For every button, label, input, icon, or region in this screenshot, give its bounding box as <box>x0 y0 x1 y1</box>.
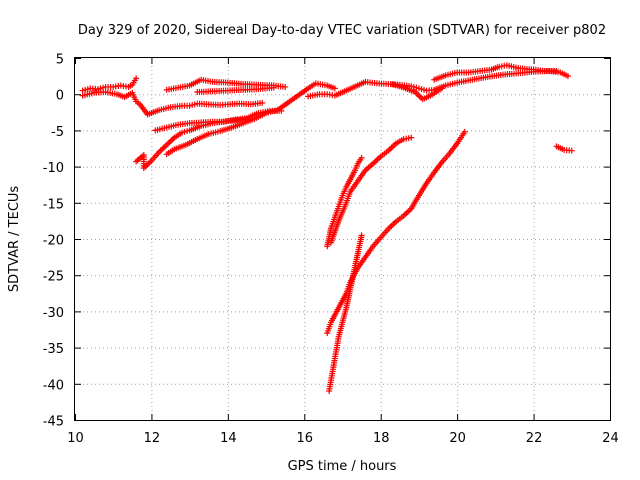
y-tick-label: -35 <box>43 342 64 357</box>
data-point <box>358 232 365 239</box>
y-tick-label: -5 <box>51 125 64 140</box>
data-points <box>79 62 575 395</box>
y-tick-label: 5 <box>56 53 64 68</box>
x-tick-label: 12 <box>144 431 161 446</box>
chart-title: Day 329 of 2020, Sidereal Day-to-day VTE… <box>78 23 606 38</box>
data-point <box>133 75 140 82</box>
x-axis-label: GPS time / hours <box>288 459 397 474</box>
data-point <box>553 68 560 75</box>
x-tick-label: 16 <box>297 431 314 446</box>
x-tick-label: 22 <box>526 431 543 446</box>
y-tick-label: -25 <box>43 270 64 285</box>
y-tick-label: -30 <box>43 306 64 321</box>
x-tick-label: 10 <box>67 431 84 446</box>
data-point <box>282 83 289 90</box>
y-tick-label: -10 <box>43 161 64 176</box>
y-tick-label: 0 <box>56 89 64 104</box>
data-point <box>564 73 571 80</box>
x-tick-label: 14 <box>220 431 237 446</box>
y-tick-label: -45 <box>43 415 64 430</box>
data-point <box>259 99 266 106</box>
x-tick-label: 18 <box>373 431 390 446</box>
ticks: 10 12 14 16 18 20 22 24 5 0 -5 -10 -15 -20 -25 -30 -35 -4… <box>43 53 619 447</box>
x-tick-label: 24 <box>602 431 619 446</box>
y-tick-label: -40 <box>43 378 64 393</box>
y-tick-label: -20 <box>43 234 64 249</box>
y-axis-label: SDTVAR / TECUs <box>7 186 22 293</box>
data-point <box>568 147 575 154</box>
plot-frame <box>74 57 611 421</box>
data-point <box>270 84 277 91</box>
data-point <box>408 134 415 141</box>
data-point <box>331 85 338 92</box>
x-tick-label: 20 <box>449 431 466 446</box>
data-point <box>461 128 468 135</box>
data-point <box>358 154 365 161</box>
data-point <box>438 85 445 92</box>
y-tick-label: -15 <box>43 197 64 212</box>
